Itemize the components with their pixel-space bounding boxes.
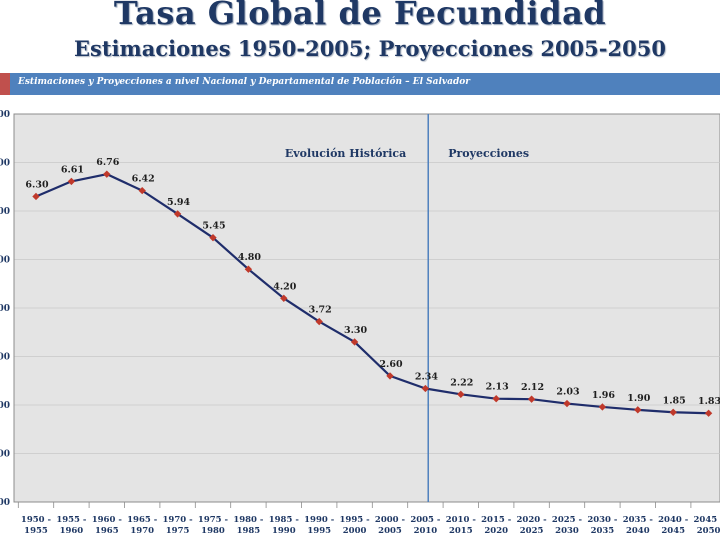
source-text: Estimaciones y Proyecciones a nivel Naci… xyxy=(18,77,471,87)
x-tick-label: 2035 - xyxy=(623,515,654,525)
x-tick-label: 2015 - xyxy=(481,515,512,525)
data-label: 1.90 xyxy=(627,393,651,404)
x-tick-label: 1950 - xyxy=(21,515,52,525)
data-point xyxy=(67,177,76,186)
x-tick-label: 2035 xyxy=(591,526,615,536)
fertility-chart: .00 .00 .00 .00 .00 .00 .00 .00 .00 Evolución His… xyxy=(0,95,720,540)
data-label: 1.96 xyxy=(592,390,616,401)
y-tick-label: .00 xyxy=(0,498,10,508)
page-title: Tasa Global de Fecundidad xyxy=(113,0,607,32)
x-tick-label: 1985 - xyxy=(269,515,300,525)
data-point xyxy=(209,233,217,242)
banner-accent xyxy=(0,73,10,95)
chart-svg: .00 .00 .00 .00 .00 .00 .00 .00 .00 Evolución His… xyxy=(0,110,720,536)
x-tick-label: 1960 - xyxy=(92,515,123,525)
data-point xyxy=(669,408,677,416)
x-tick-label: 2025 xyxy=(520,526,544,536)
data-point xyxy=(527,395,536,403)
x-tick-label: 1975 - xyxy=(198,515,229,525)
x-tick-label: 1965 xyxy=(95,526,119,536)
x-tick-label: 1990 xyxy=(272,526,296,536)
x-tick-label: 1995 xyxy=(307,526,331,536)
data-label: 2.22 xyxy=(450,377,473,388)
x-tick-label: 2005 - xyxy=(410,515,441,525)
x-tick-label: 2025 - xyxy=(552,515,583,525)
data-point xyxy=(244,265,253,273)
data-label: 2.60 xyxy=(379,359,403,370)
data-label: 6.61 xyxy=(61,164,84,175)
data-label: 1.83 xyxy=(698,396,720,407)
data-point xyxy=(138,186,146,195)
data-point xyxy=(492,395,500,403)
x-tick-label: 2015 xyxy=(449,526,473,536)
x-tick-label: 1990 - xyxy=(304,515,335,525)
y-tick-label: .00 xyxy=(0,450,10,460)
data-point xyxy=(386,372,394,380)
x-tick-label: 2050 xyxy=(697,526,720,536)
y-tick-label: .00 xyxy=(0,353,10,363)
data-label: 2.34 xyxy=(415,372,439,383)
y-tick-label: .00 xyxy=(0,159,10,169)
data-point xyxy=(563,399,571,408)
y-tick-label: .00 xyxy=(0,110,10,120)
data-label: 6.30 xyxy=(25,179,49,190)
x-tick-label: 1955 xyxy=(24,526,48,536)
x-tick-label: 2045 xyxy=(661,526,685,536)
x-tick-label: 1975 xyxy=(166,526,190,536)
x-tick-label: 2010 xyxy=(414,526,438,536)
x-tick-label: 2020 xyxy=(484,526,508,536)
source-banner xyxy=(0,73,720,95)
data-point xyxy=(421,384,430,393)
data-label: 5.94 xyxy=(167,197,191,208)
x-tick-label: 1955 - xyxy=(56,515,87,525)
x-tick-label: 1970 - xyxy=(163,515,194,525)
data-point xyxy=(457,390,465,399)
x-tick-label: 2000 - xyxy=(375,515,406,525)
y-tick-label: .00 xyxy=(0,401,10,411)
x-tick-label: 1980 xyxy=(201,526,225,536)
y-tick-label: .00 xyxy=(0,207,10,217)
x-tick-label: 1985 xyxy=(237,526,261,536)
annotation-historic: Evolución Histórica xyxy=(285,147,406,160)
x-tick-label: 1965 - xyxy=(127,515,158,525)
data-label: 4.80 xyxy=(238,252,262,263)
x-tick-label: 1970 xyxy=(130,526,154,536)
x-tick-label: 2045 - xyxy=(694,515,720,525)
data-point xyxy=(598,403,607,411)
x-tick-label: 2000 xyxy=(343,526,367,536)
y-tick-label: .00 xyxy=(0,256,10,266)
data-label: 6.76 xyxy=(96,157,120,168)
x-tick-label: 2010 - xyxy=(446,515,477,525)
data-label: 1.85 xyxy=(663,395,686,406)
page-subtitle: Estimaciones 1950-2005; Proyecciones 200… xyxy=(74,36,666,61)
x-tick-label: 2040 - xyxy=(658,515,689,525)
data-label: 4.20 xyxy=(273,281,297,292)
x-tick-label: 1980 - xyxy=(233,515,264,525)
x-tick-label: 2005 xyxy=(378,526,402,536)
data-label: 6.42 xyxy=(132,174,155,185)
data-label: 3.30 xyxy=(344,325,368,336)
data-label: 2.03 xyxy=(556,387,579,398)
x-tick-label: 2020 - xyxy=(517,515,548,525)
series-line xyxy=(35,173,709,415)
data-point xyxy=(634,406,642,414)
x-tick-label: 2030 xyxy=(555,526,579,536)
data-point xyxy=(173,210,182,218)
data-point xyxy=(704,409,713,417)
x-tick-label: 2030 - xyxy=(587,515,618,525)
data-label: 5.45 xyxy=(202,221,225,232)
data-label: 2.13 xyxy=(486,382,509,393)
annotation-projection: Proyecciones xyxy=(448,147,529,160)
x-tick-label: 1995 - xyxy=(340,515,371,525)
x-tick-label: 1960 xyxy=(60,526,84,536)
y-tick-label: .00 xyxy=(0,304,10,314)
data-point xyxy=(315,317,323,326)
data-label: 2.12 xyxy=(521,382,544,393)
data-label: 3.72 xyxy=(309,305,332,316)
x-tick-label: 2040 xyxy=(626,526,650,536)
